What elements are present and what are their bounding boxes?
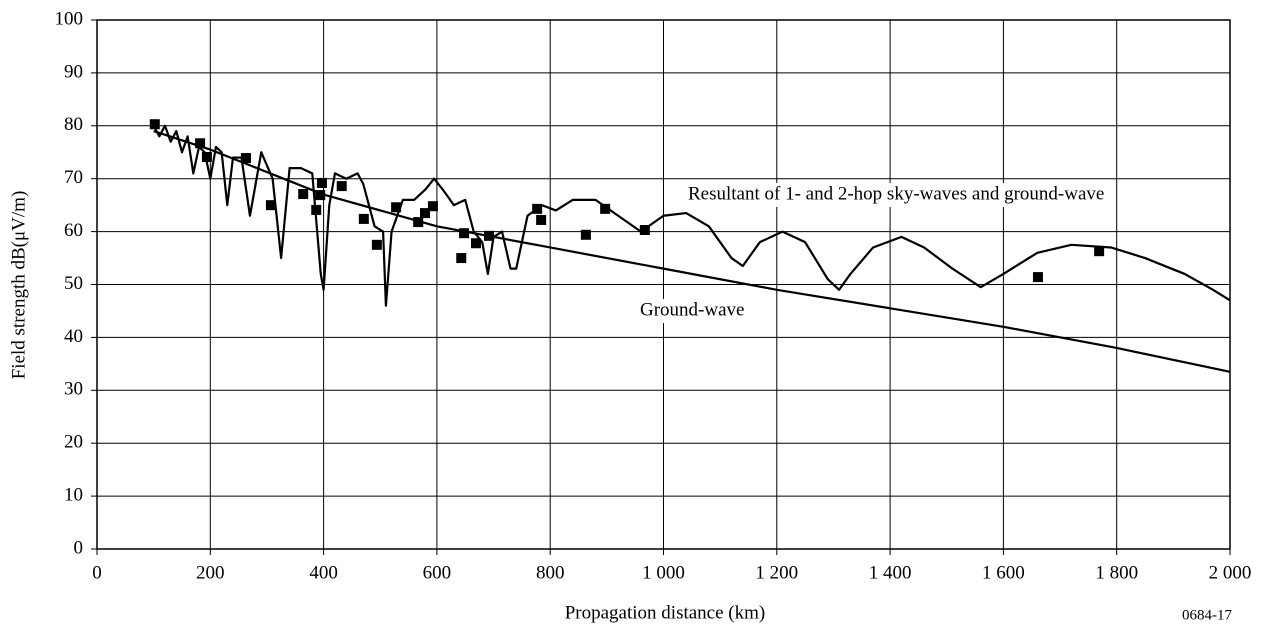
data-point xyxy=(336,181,347,192)
y-axis-title: Field strength dB(μV/m) xyxy=(8,191,29,380)
series-line xyxy=(153,130,1231,373)
data-point xyxy=(532,203,543,214)
x-axis-title: Propagation distance (km) xyxy=(565,602,766,623)
data-point xyxy=(195,138,206,149)
plot-frame xyxy=(96,19,1231,550)
series-label: Ground-wave xyxy=(640,299,744,320)
data-point xyxy=(600,203,611,214)
figure-id: 0684-17 xyxy=(1182,607,1232,623)
data-point xyxy=(265,200,276,211)
data-point xyxy=(580,229,591,240)
data-point xyxy=(536,214,547,225)
y-tick-label: 30 xyxy=(64,379,83,400)
data-point xyxy=(1032,272,1043,283)
y-tick-label: 20 xyxy=(64,432,83,453)
x-tick-label: 1 200 xyxy=(755,562,798,583)
data-point xyxy=(427,201,438,212)
data-point xyxy=(1094,246,1105,257)
y-tick-label: 70 xyxy=(64,167,83,188)
y-tick-label: 100 xyxy=(55,8,84,29)
data-point xyxy=(201,152,212,163)
data-point xyxy=(240,153,251,164)
data-point xyxy=(420,208,431,219)
y-tick-label: 40 xyxy=(64,326,83,347)
data-point xyxy=(315,190,326,201)
y-tick-label: 80 xyxy=(64,114,83,135)
y-tick-label: 10 xyxy=(64,484,83,505)
data-point xyxy=(311,204,322,215)
x-tick-label: 2 000 xyxy=(1209,562,1252,583)
y-tick-label: 0 xyxy=(74,537,84,558)
x-tick-label: 200 xyxy=(196,562,225,583)
x-tick-label: 800 xyxy=(536,562,565,583)
x-tick-label: 1 000 xyxy=(642,562,685,583)
data-point xyxy=(316,177,327,188)
data-point xyxy=(149,119,160,130)
data-point xyxy=(484,230,495,241)
y-tick-label: 50 xyxy=(64,273,83,294)
series-label: Resultant of 1- and 2-hop sky-waves and … xyxy=(688,183,1104,204)
x-tick-label: 600 xyxy=(423,562,452,583)
data-point xyxy=(358,213,369,224)
x-tick-label: 400 xyxy=(309,562,338,583)
data-point xyxy=(298,189,309,200)
label-background xyxy=(638,299,747,323)
data-point xyxy=(456,253,467,264)
label-background xyxy=(686,183,1107,207)
data-point xyxy=(470,238,481,249)
x-tick-label: 1 400 xyxy=(869,562,912,583)
data-point xyxy=(413,217,424,228)
x-tick-label: 0 xyxy=(92,562,102,583)
x-tick-label: 1 800 xyxy=(1095,562,1138,583)
y-tick-label: 90 xyxy=(64,61,83,82)
data-point xyxy=(371,239,382,250)
data-point xyxy=(639,225,650,236)
y-tick-label: 60 xyxy=(64,220,83,241)
data-point xyxy=(459,228,470,239)
series-line xyxy=(152,124,1231,307)
data-point xyxy=(391,202,402,213)
x-tick-label: 1 600 xyxy=(982,562,1025,583)
